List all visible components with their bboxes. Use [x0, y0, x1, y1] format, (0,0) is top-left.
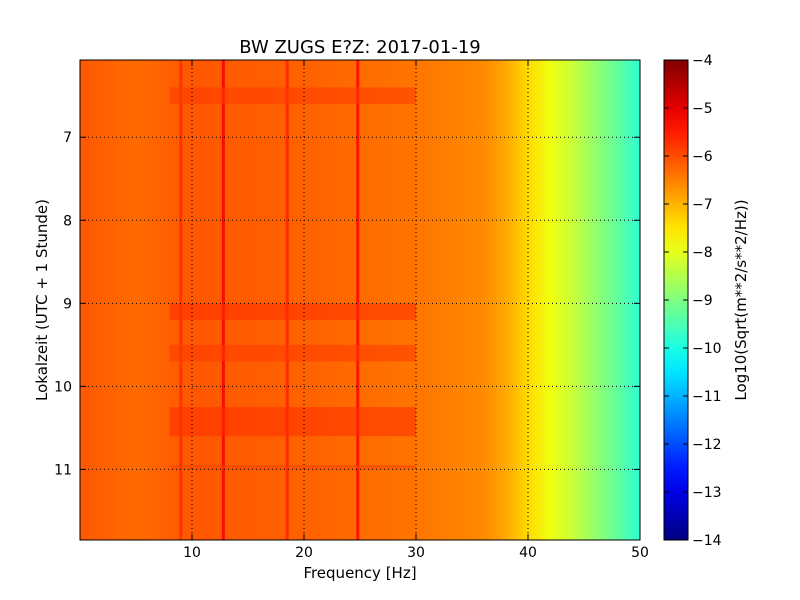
time-band-1 — [169, 303, 416, 320]
colorbar-tick-label-1: −5 — [692, 101, 713, 117]
colorbar-tick-label-7: −11 — [692, 389, 722, 405]
x-tick-label-1: 20 — [295, 545, 313, 561]
colorbar-tick-label-4: −8 — [692, 245, 713, 261]
peak-lines — [179, 60, 360, 540]
colorbar-tick-label-3: −7 — [692, 197, 713, 213]
colorbar: −4 −5 −6 −7 −8 −9 −10 −11 −12 −13 −14 Log10(Sqrt(m… — [663, 53, 750, 549]
colorbar-tick-label-2: −6 — [692, 149, 713, 165]
y-axis: 7 8 9 10 11 — [54, 130, 640, 478]
y-tick-label-1: 8 — [63, 213, 72, 229]
x-tick-label-4: 50 — [631, 545, 649, 561]
colorbar-tick-label-5: −9 — [692, 293, 713, 309]
chart-title: BW ZUGS E?Z: 2017-01-19 — [239, 37, 480, 58]
y-tick-label-0: 7 — [63, 130, 72, 146]
x-tick-label-2: 30 — [407, 545, 425, 561]
colorbar-label: Log10(Sqrt(m**2/s**2/Hz)) — [732, 199, 750, 400]
x-axis-label: Frequency [Hz] — [303, 564, 416, 582]
colorbar-tick-label-6: −10 — [692, 341, 722, 357]
colorbar-ticks: −4 −5 −6 −7 −8 −9 −10 −11 −12 −13 −14 — [664, 53, 722, 549]
plot-frame — [79, 59, 641, 541]
y-axis-label: Lokalzeit (UTC + 1 Stunde) — [33, 199, 51, 401]
time-band-2 — [169, 344, 416, 362]
y-tick-label-4: 11 — [54, 462, 72, 478]
x-axis: 10 20 30 40 50 — [183, 60, 649, 561]
grid-lines — [80, 60, 640, 540]
time-bands — [169, 87, 416, 470]
y-tick-label-3: 10 — [54, 379, 72, 395]
colorbar-tick-label-8: −12 — [692, 437, 722, 453]
spectrogram-field — [80, 60, 640, 540]
time-band-3 — [169, 407, 416, 437]
colorbar-tick-label-9: −13 — [692, 485, 722, 501]
time-band-4 — [169, 465, 416, 470]
y-tick-label-2: 9 — [63, 296, 72, 312]
x-tick-label-0: 10 — [183, 545, 201, 561]
colorbar-tick-label-0: −4 — [692, 53, 713, 69]
time-band-0 — [169, 87, 416, 105]
x-tick-label-3: 40 — [519, 545, 537, 561]
plot-area — [79, 59, 641, 541]
colorbar-tick-label-10: −14 — [692, 533, 722, 549]
